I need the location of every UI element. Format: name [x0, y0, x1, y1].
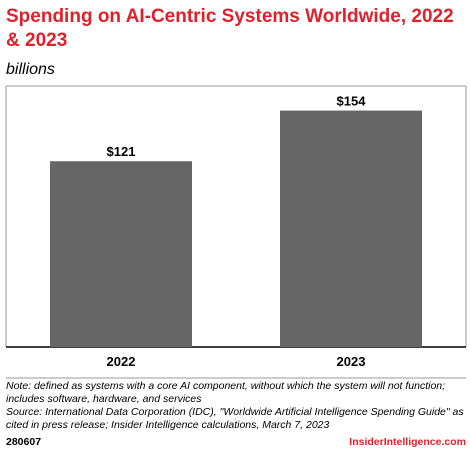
brand-link[interactable]: InsiderIntelligence.com — [349, 436, 466, 448]
note-text: Note: defined as systems with a core AI … — [6, 380, 446, 405]
bar-2022 — [50, 161, 192, 347]
data-label-2022: $121 — [107, 144, 136, 159]
chart-title: Spending on AI-Centric Systems Worldwide… — [6, 6, 454, 51]
chart-code: 280607 — [6, 436, 42, 448]
x-tick-2022: 2022 — [107, 354, 136, 369]
chart-subtitle: billions — [6, 61, 55, 78]
x-tick-2023: 2023 — [337, 354, 366, 369]
data-label-2023: $154 — [337, 94, 367, 109]
bars-group: $121 2022 $154 2023 — [50, 94, 422, 369]
source-text: Source: International Data Corporation (… — [6, 406, 464, 431]
footnotes: Note: defined as systems with a core AI … — [6, 380, 466, 432]
bar-chart: $121 2022 $154 2023 — [5, 85, 467, 379]
bar-2023 — [280, 110, 422, 348]
